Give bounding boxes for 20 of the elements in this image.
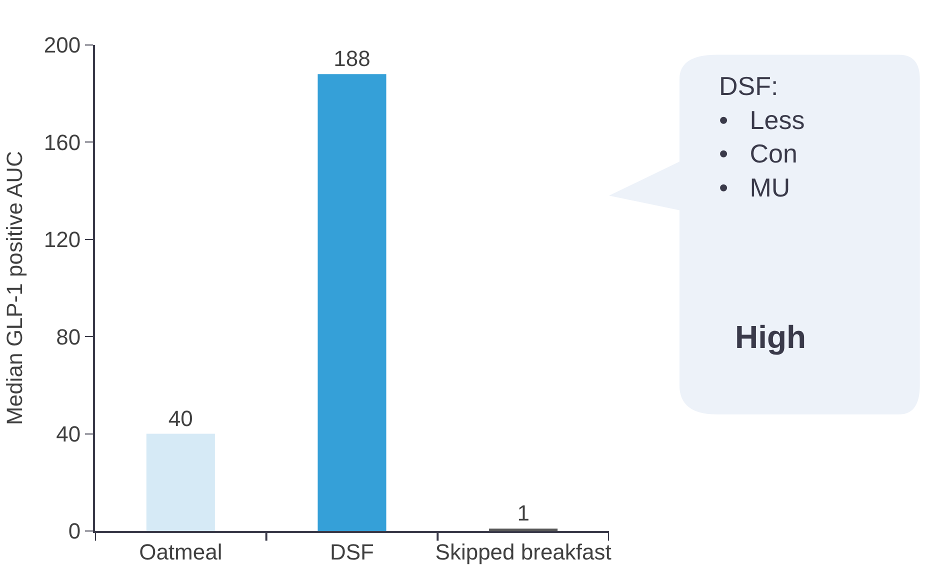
y-tick-label: 120 bbox=[44, 227, 81, 252]
x-tick-label: DSF bbox=[330, 539, 374, 564]
y-axis-title: Median GLP-1 positive AUC bbox=[2, 150, 28, 425]
text: • Con bbox=[719, 138, 798, 169]
text: High bbox=[735, 319, 806, 355]
text: • Less bbox=[719, 104, 805, 135]
y-tick-label: 0 bbox=[68, 518, 81, 544]
data-label: 1 bbox=[517, 500, 530, 526]
bar bbox=[146, 434, 215, 531]
text: • MU bbox=[719, 172, 790, 202]
text: DSF: bbox=[719, 71, 778, 101]
x-tick-label: Skipped breakfast bbox=[435, 539, 612, 564]
y-tick-label: 200 bbox=[44, 32, 81, 58]
data-label: 188 bbox=[334, 46, 370, 72]
y-tick-label: 40 bbox=[56, 422, 81, 446]
data-label: 40 bbox=[168, 406, 193, 431]
y-tick-label: 160 bbox=[44, 130, 81, 155]
x-tick-label: Oatmeal bbox=[139, 539, 222, 564]
y-tick-label: 80 bbox=[56, 324, 81, 350]
bar bbox=[318, 74, 386, 531]
